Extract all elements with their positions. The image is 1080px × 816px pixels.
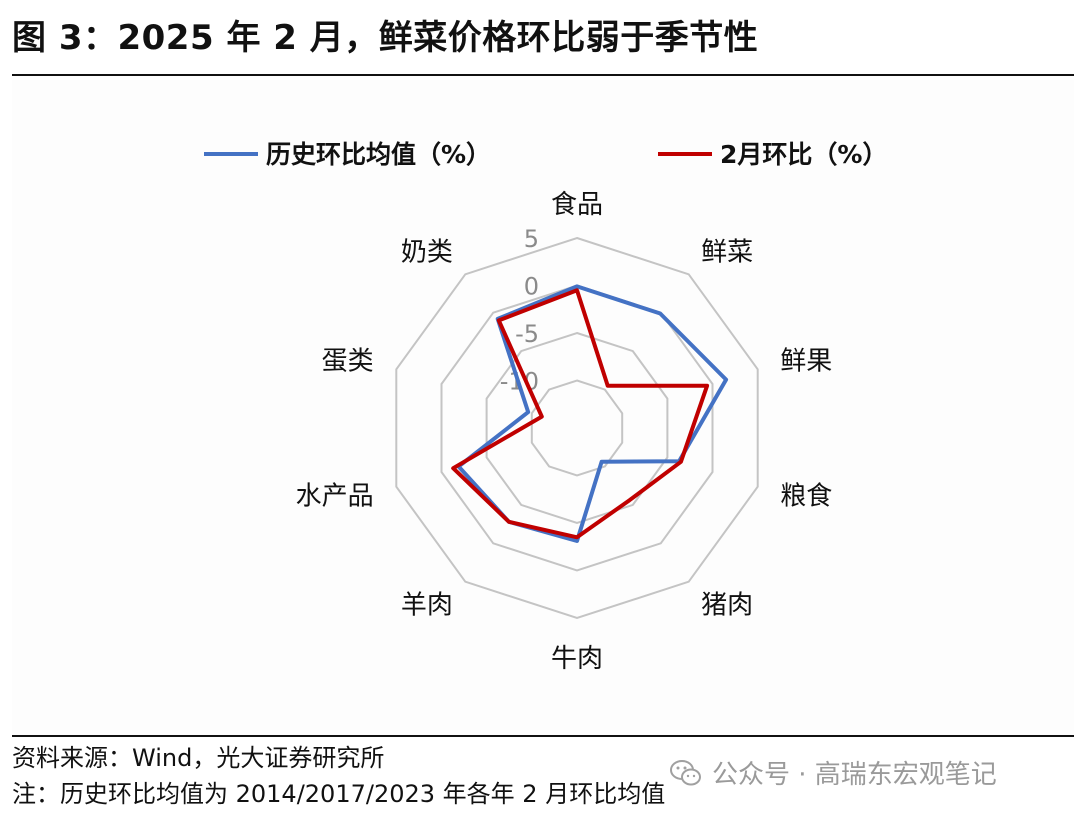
watermark-text: 公众号 · 高瑞东宏观笔记 bbox=[712, 760, 997, 790]
grid-ring bbox=[440, 284, 714, 572]
footer-divider bbox=[12, 735, 1074, 737]
series-line bbox=[456, 284, 729, 543]
category-label: 猪肉 bbox=[701, 590, 753, 620]
category-label: 粮食 bbox=[780, 481, 832, 511]
category-label: 牛肉 bbox=[551, 644, 603, 674]
watermark: 公众号 · 高瑞东宏观笔记 bbox=[668, 754, 997, 791]
radial-tick-label: 0 bbox=[524, 273, 539, 301]
category-label: 鲜果 bbox=[780, 347, 832, 377]
grid-ring bbox=[395, 236, 759, 620]
series-line bbox=[451, 288, 710, 540]
legend: 历史环比均值（%） 2月环比（%） bbox=[204, 140, 887, 169]
wechat-icon bbox=[670, 759, 701, 785]
radar-chart: 历史环比均值（%） 2月环比（%） 50-5-10 食品鲜菜鲜果粮食猪肉牛肉羊肉… bbox=[204, 140, 887, 674]
category-label: 奶类 bbox=[401, 238, 453, 268]
radar-grid bbox=[395, 236, 759, 620]
category-label: 蛋类 bbox=[322, 347, 374, 377]
note-text: 注：历史环比均值为 2014/2017/2023 年各年 2 月环比均值 bbox=[12, 780, 666, 808]
legend-label-1: 2月环比（%） bbox=[720, 140, 887, 169]
figure-title: 图 3：2025 年 2 月，鲜菜价格环比弱于季节性 bbox=[12, 18, 759, 58]
series-lines bbox=[451, 284, 729, 543]
category-label: 羊肉 bbox=[401, 590, 453, 620]
radial-tick-label: 5 bbox=[524, 225, 539, 253]
category-label: 食品 bbox=[551, 190, 603, 220]
chart-panel bbox=[12, 80, 1074, 735]
grid-ring bbox=[485, 331, 669, 525]
category-label: 水产品 bbox=[296, 481, 374, 511]
category-label: 鲜菜 bbox=[701, 238, 753, 268]
source-text: 资料来源：Wind，光大证券研究所 bbox=[12, 744, 385, 772]
title-divider bbox=[12, 74, 1074, 76]
radial-tick-label: -5 bbox=[515, 320, 539, 348]
legend-label-0: 历史环比均值（%） bbox=[266, 140, 491, 169]
